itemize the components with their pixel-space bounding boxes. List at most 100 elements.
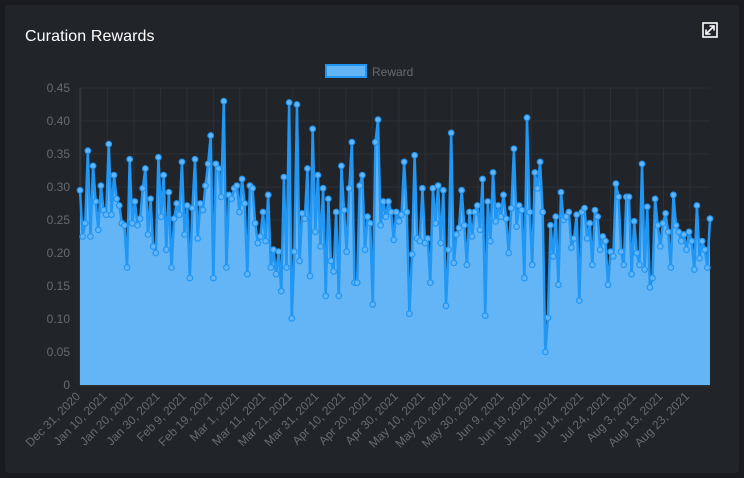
data-point[interactable] xyxy=(487,237,494,245)
data-point[interactable] xyxy=(408,250,416,258)
data-point[interactable] xyxy=(330,268,337,275)
data-point[interactable] xyxy=(293,101,301,108)
data-point[interactable] xyxy=(442,302,450,310)
data-point[interactable] xyxy=(348,138,356,146)
data-point[interactable] xyxy=(356,182,364,190)
data-point[interactable] xyxy=(615,193,622,201)
data-point[interactable] xyxy=(233,182,241,190)
data-point[interactable] xyxy=(437,239,445,247)
data-point[interactable] xyxy=(703,264,711,271)
data-point[interactable] xyxy=(314,171,322,179)
data-point[interactable] xyxy=(628,270,635,278)
data-point[interactable] xyxy=(544,314,552,322)
data-point[interactable] xyxy=(311,228,319,236)
data-point[interactable] xyxy=(638,160,646,168)
data-point[interactable] xyxy=(353,279,361,287)
data-point[interactable] xyxy=(105,140,113,148)
data-point[interactable] xyxy=(377,221,385,229)
data-point[interactable] xyxy=(390,236,398,244)
data-point[interactable] xyxy=(89,162,97,170)
data-point[interactable] xyxy=(617,248,625,256)
data-point[interactable] xyxy=(202,182,209,190)
data-point[interactable] xyxy=(241,200,249,207)
data-point[interactable] xyxy=(199,206,207,214)
data-point[interactable] xyxy=(594,213,601,221)
data-point[interactable] xyxy=(568,244,575,252)
data-point[interactable] xyxy=(275,248,283,256)
data-point[interactable] xyxy=(685,228,693,236)
data-point[interactable] xyxy=(254,239,262,247)
data-point[interactable] xyxy=(374,116,382,124)
data-point[interactable] xyxy=(445,246,452,254)
data-point[interactable] xyxy=(113,195,120,203)
data-point[interactable] xyxy=(620,261,628,269)
data-point[interactable] xyxy=(476,226,484,234)
data-point[interactable] xyxy=(460,221,468,229)
data-point[interactable] xyxy=(677,237,685,245)
data-point[interactable] xyxy=(630,217,638,225)
data-point[interactable] xyxy=(196,200,204,207)
data-point[interactable] xyxy=(531,169,539,176)
data-point[interactable] xyxy=(147,195,154,203)
data-point[interactable] xyxy=(693,202,701,209)
data-point[interactable] xyxy=(411,151,419,159)
data-point[interactable] xyxy=(236,208,243,216)
data-point[interactable] xyxy=(588,261,596,269)
data-point[interactable] xyxy=(343,248,351,256)
data-point[interactable] xyxy=(264,191,272,199)
data-point[interactable] xyxy=(398,211,405,219)
data-point[interactable] xyxy=(165,188,173,196)
data-point[interactable] xyxy=(238,175,246,183)
data-point[interactable] xyxy=(277,287,285,295)
data-point[interactable] xyxy=(596,246,604,254)
data-point[interactable] xyxy=(636,261,643,269)
data-point[interactable] xyxy=(570,235,578,242)
data-point[interactable] xyxy=(283,264,290,271)
data-point[interactable] xyxy=(455,224,463,232)
data-point[interactable] xyxy=(267,264,275,271)
data-point[interactable] xyxy=(612,180,620,188)
data-point[interactable] xyxy=(322,292,330,300)
data-point[interactable] xyxy=(81,219,89,227)
data-point[interactable] xyxy=(170,215,178,223)
data-point[interactable] xyxy=(385,198,392,205)
data-point[interactable] xyxy=(667,264,675,271)
data-point[interactable] xyxy=(136,215,144,223)
data-point[interactable] xyxy=(338,162,345,170)
data-point[interactable] xyxy=(439,186,447,194)
data-point[interactable] xyxy=(536,158,544,166)
data-point[interactable] xyxy=(706,215,714,223)
data-point[interactable] xyxy=(178,158,186,166)
data-point[interactable] xyxy=(290,248,298,256)
data-point[interactable] xyxy=(152,249,160,257)
data-point[interactable] xyxy=(518,206,526,214)
data-point[interactable] xyxy=(168,264,175,271)
data-point[interactable] xyxy=(539,208,547,216)
data-point[interactable] xyxy=(121,221,128,229)
data-point[interactable] xyxy=(249,184,256,192)
data-point[interactable] xyxy=(419,184,426,192)
data-point[interactable] xyxy=(319,184,327,192)
data-point[interactable] xyxy=(369,301,377,308)
data-point[interactable] xyxy=(84,147,92,155)
data-point[interactable] xyxy=(340,206,348,214)
data-point[interactable] xyxy=(194,235,202,242)
data-point[interactable] xyxy=(473,202,481,209)
data-point[interactable] xyxy=(547,221,554,229)
data-point[interactable] xyxy=(502,215,510,223)
data-point[interactable] xyxy=(139,184,147,192)
data-point[interactable] xyxy=(131,198,139,205)
data-point[interactable] xyxy=(110,171,118,179)
data-point[interactable] xyxy=(507,204,515,212)
data-point[interactable] xyxy=(204,160,212,168)
data-point[interactable] xyxy=(256,233,264,240)
data-point[interactable] xyxy=(358,171,366,179)
data-point[interactable] xyxy=(209,274,217,282)
data-point[interactable] xyxy=(382,213,390,221)
data-point[interactable] xyxy=(134,221,141,229)
data-point[interactable] xyxy=(327,257,335,265)
data-point[interactable] xyxy=(625,193,633,201)
data-point[interactable] xyxy=(94,226,102,234)
data-point[interactable] xyxy=(586,219,594,227)
data-point[interactable] xyxy=(76,186,84,194)
